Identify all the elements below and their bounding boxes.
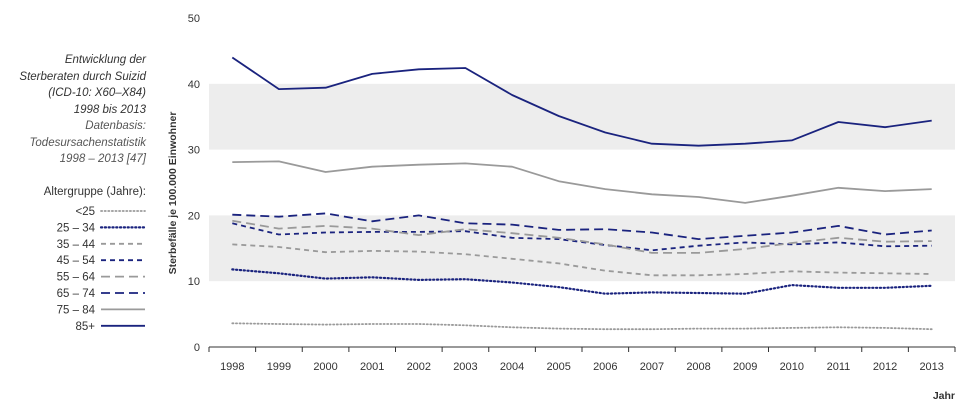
legend-label: 85+ — [75, 321, 95, 333]
legend-label: 65 – 74 — [57, 288, 96, 300]
series-line-4 — [232, 219, 932, 254]
legend-label: 55 – 64 — [57, 272, 96, 284]
y-tick-label: 40 — [188, 79, 200, 91]
y-tick-label: 50 — [188, 13, 200, 25]
x-tick-label: 2003 — [453, 361, 477, 373]
series-line-7 — [231, 56, 932, 147]
y-tick-label: 30 — [188, 145, 200, 157]
caption-line: Entwicklung der — [64, 54, 146, 66]
x-tick-label: 2010 — [780, 361, 804, 373]
y-axis-title: Sterbefälle je 100.000 Einwohner — [167, 112, 179, 275]
grid-bands — [209, 83, 955, 282]
caption-source: Datenbasis: — [85, 120, 146, 132]
x-tick-label: 1998 — [220, 361, 244, 373]
x-tick-label: 2004 — [500, 361, 524, 373]
legend-label: 45 – 54 — [57, 255, 96, 267]
series-lines — [231, 56, 933, 331]
caption-line: 1998 bis 2013 — [73, 103, 146, 116]
caption-line: (ICD-10: X60–X84) — [48, 87, 146, 99]
y-tick-label: 10 — [188, 276, 200, 288]
legend-label: 35 – 44 — [57, 239, 96, 251]
x-tick-label: 2012 — [873, 361, 897, 373]
x-tick-label: 2007 — [640, 361, 664, 373]
series-line-6 — [232, 160, 932, 204]
chart-caption: Entwicklung der Sterberaten durch Suizid… — [4, 52, 146, 168]
caption-source: 1998 – 2013 [47] — [59, 153, 146, 165]
caption-line: Sterberaten durch Suizid — [19, 70, 146, 83]
x-axis-title: Jahr — [933, 390, 955, 402]
y-axis-ticks: 0 10 20 30 40 50 — [188, 13, 200, 354]
series-line-1 — [231, 268, 933, 295]
series-line-5 — [232, 212, 932, 241]
x-tick-label: 2011 — [827, 361, 851, 373]
x-tick-label: 2002 — [407, 361, 431, 373]
legend-title: Altergruppe (Jahre): — [43, 186, 146, 198]
x-tick-label: 2001 — [360, 361, 384, 373]
grid-band — [209, 215, 955, 282]
legend-label: 75 – 84 — [57, 304, 96, 316]
grid-band — [209, 83, 955, 150]
x-tick-label: 2009 — [733, 361, 757, 373]
caption-source: Todesursachenstatistik — [29, 136, 146, 149]
legend: <25 25 – 34 35 – 44 45 – 54 55 – 64 65 – 74 75… — [57, 206, 147, 333]
legend-label: <25 — [75, 206, 95, 218]
x-tick-label: 2006 — [593, 361, 617, 373]
legend-label: 25 – 34 — [57, 222, 96, 234]
series-line-0 — [231, 322, 933, 331]
x-tick-label: 2005 — [546, 361, 570, 373]
series-line-3 — [232, 222, 932, 252]
y-tick-label: 0 — [194, 342, 200, 354]
x-tick-label: 2000 — [313, 361, 337, 373]
y-tick-label: 20 — [188, 210, 200, 222]
x-tick-label: 2013 — [919, 361, 943, 373]
x-tick-label: 2008 — [686, 361, 710, 373]
x-axis: 1998 1999 2000 2001 2002 2003 2004 2005 2006 2007… — [208, 346, 956, 373]
x-tick-label: 1999 — [267, 361, 291, 373]
